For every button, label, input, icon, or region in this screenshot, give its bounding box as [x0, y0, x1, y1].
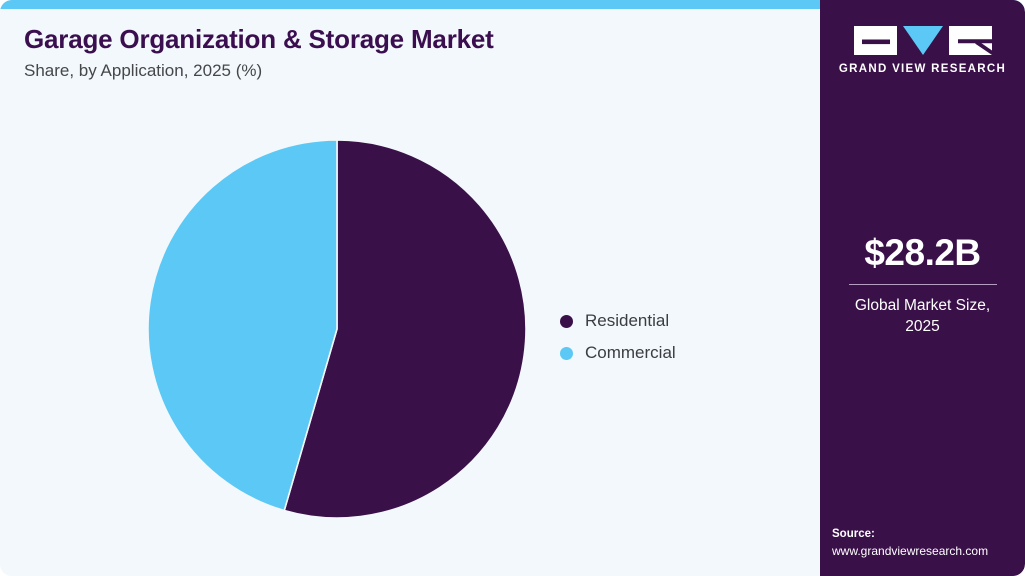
- page-subtitle: Share, by Application, 2025 (%): [24, 60, 263, 80]
- market-size-caption: Global Market Size, 2025: [854, 297, 991, 335]
- market-size-value: $28.2B: [864, 232, 981, 273]
- side-panel: GRAND VIEW RESEARCH $28.2B Global Market…: [820, 0, 1025, 576]
- legend-item-commercial[interactable]: Commercial: [560, 337, 676, 369]
- brand-logo: GRAND VIEW RESEARCH: [820, 26, 1025, 75]
- pie-slice[interactable]: [147, 139, 338, 512]
- stat-divider: [848, 284, 997, 285]
- logo-wordmark: GRAND VIEW RESEARCH: [838, 63, 1007, 75]
- pie-chart-svg: [147, 139, 527, 519]
- legend-color-swatch-icon: [560, 346, 573, 360]
- pie-chart: [147, 139, 527, 519]
- source-url[interactable]: www.grandviewresearch.com: [832, 543, 989, 558]
- source-label: Source:: [832, 527, 875, 540]
- pie-slice-group: [147, 139, 527, 519]
- top-accent-bar: [0, 0, 1025, 9]
- page-title: Garage Organization & Storage Market: [24, 24, 494, 54]
- title-block: Garage Organization & Storage Market Sha…: [24, 24, 784, 81]
- legend-color-swatch-icon: [560, 314, 573, 328]
- pie-slice[interactable]: [283, 139, 527, 519]
- legend-item-label: Residential: [585, 311, 670, 330]
- chart-main-area: Garage Organization & Storage Market Sha…: [0, 9, 820, 576]
- logo-marks: [820, 26, 1025, 56]
- market-size-stat: $28.2B Global Market Size, 2025: [820, 234, 1025, 338]
- logo-g-mark-icon: [853, 26, 897, 55]
- source-block: Source: www.grandviewresearch.com: [832, 526, 1025, 560]
- legend-item-label: Commercial: [585, 343, 676, 362]
- logo-v-triangle-icon: [902, 26, 943, 55]
- chart-legend: Residential Commercial: [560, 305, 676, 369]
- legend-item-residential[interactable]: Residential: [560, 305, 676, 337]
- logo-r-mark-icon: [948, 26, 992, 55]
